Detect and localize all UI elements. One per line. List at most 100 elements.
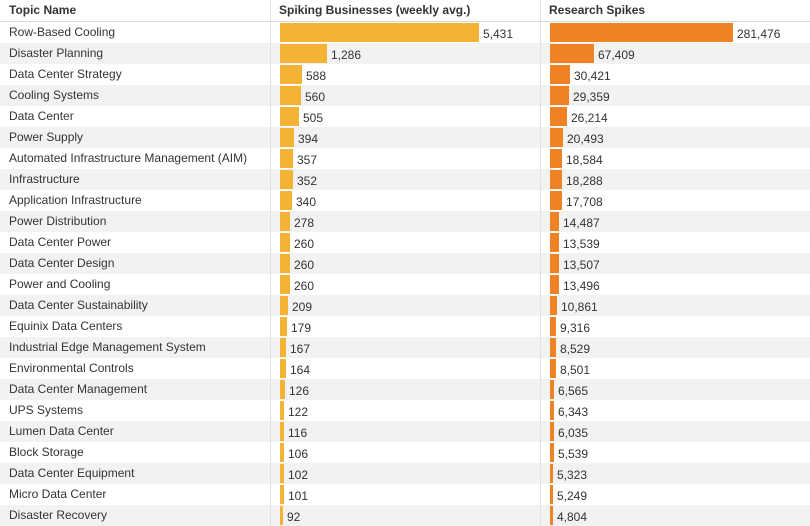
research-spikes-value: 6,565: [558, 384, 589, 398]
spiking-businesses-bar[interactable]: [280, 107, 299, 126]
spiking-businesses-bar[interactable]: [280, 212, 290, 231]
research-spikes-bar[interactable]: [550, 65, 570, 84]
research-spikes-value: 5,539: [558, 447, 589, 461]
research-spikes-value: 4,804: [557, 510, 588, 524]
research-spikes-bar[interactable]: [550, 506, 553, 525]
spiking-businesses-bar[interactable]: [280, 359, 286, 378]
table-row[interactable]: Automated Infrastructure Management (AIM…: [0, 148, 810, 169]
table-row[interactable]: Application Infrastructure 340 17,708: [0, 190, 810, 211]
spiking-businesses-value: 357: [297, 153, 318, 167]
research-spikes-bar[interactable]: [550, 296, 557, 315]
topic-name-label: Data Center Power: [9, 235, 112, 249]
table-row[interactable]: Data Center Strategy 588 30,421: [0, 64, 810, 85]
table-row[interactable]: Data Center 505 26,214: [0, 106, 810, 127]
research-spikes-value: 18,288: [566, 174, 603, 188]
spiking-businesses-bar[interactable]: [280, 485, 284, 504]
spiking-businesses-bar[interactable]: [280, 380, 285, 399]
topic-name-label: Power and Cooling: [9, 277, 111, 291]
research-spikes-bar[interactable]: [550, 443, 554, 462]
spiking-businesses-value: 164: [290, 363, 311, 377]
table-row[interactable]: Cooling Systems 560 29,359: [0, 85, 810, 106]
spiking-businesses-bar[interactable]: [280, 65, 302, 84]
topic-name-label: Lumen Data Center: [9, 424, 114, 438]
research-spikes-bar[interactable]: [550, 107, 567, 126]
header-spiking-businesses[interactable]: Spiking Businesses (weekly avg.): [279, 3, 471, 17]
spiking-businesses-bar[interactable]: [280, 422, 284, 441]
topic-name-label: Power Distribution: [9, 214, 107, 228]
topic-name-label: Disaster Planning: [9, 46, 104, 60]
table-row[interactable]: Equinix Data Centers 179 9,316: [0, 316, 810, 337]
spiking-businesses-bar[interactable]: [280, 170, 293, 189]
spiking-businesses-bar[interactable]: [280, 254, 290, 273]
research-spikes-bar[interactable]: [550, 23, 733, 42]
table-row[interactable]: UPS Systems 122 6,343: [0, 400, 810, 421]
spiking-businesses-value: 167: [290, 342, 311, 356]
spiking-businesses-bar[interactable]: [280, 149, 293, 168]
table-row[interactable]: Block Storage 106 5,539: [0, 442, 810, 463]
research-spikes-value: 8,501: [560, 363, 591, 377]
table-row[interactable]: Row-Based Cooling 5,431 281,476: [0, 22, 810, 43]
spiking-businesses-bar[interactable]: [280, 443, 284, 462]
research-spikes-bar[interactable]: [550, 464, 553, 483]
table-row[interactable]: Micro Data Center 101 5,249: [0, 484, 810, 505]
spiking-businesses-bar[interactable]: [280, 128, 294, 147]
research-spikes-bar[interactable]: [550, 359, 556, 378]
topic-name-label: Application Infrastructure: [9, 193, 142, 207]
column-divider: [540, 0, 541, 526]
research-spikes-bar[interactable]: [550, 380, 554, 399]
research-spikes-bar[interactable]: [550, 191, 562, 210]
table-row[interactable]: Disaster Planning 1,286 67,409: [0, 43, 810, 64]
table-row[interactable]: Data Center Management 126 6,565: [0, 379, 810, 400]
research-spikes-bar[interactable]: [550, 86, 569, 105]
table-row[interactable]: Power Supply 394 20,493: [0, 127, 810, 148]
table-row[interactable]: Data Center Design 260 13,507: [0, 253, 810, 274]
table-row[interactable]: Industrial Edge Management System 167 8,52…: [0, 337, 810, 358]
spiking-businesses-bar[interactable]: [280, 191, 292, 210]
research-spikes-bar[interactable]: [550, 233, 559, 252]
table-row[interactable]: Disaster Recovery 92 4,804: [0, 505, 810, 526]
spiking-businesses-value: 505: [303, 111, 324, 125]
table-row[interactable]: Power and Cooling 260 13,496: [0, 274, 810, 295]
spiking-businesses-bar[interactable]: [280, 23, 479, 42]
table-row[interactable]: Environmental Controls 164 8,501: [0, 358, 810, 379]
spiking-businesses-bar[interactable]: [280, 233, 290, 252]
table-row[interactable]: Infrastructure 352 18,288: [0, 169, 810, 190]
spiking-businesses-value: 126: [289, 384, 310, 398]
research-spikes-value: 67,409: [598, 48, 635, 62]
research-spikes-bar[interactable]: [550, 485, 553, 504]
table-row[interactable]: Data Center Sustainability 209 10,861: [0, 295, 810, 316]
spiking-businesses-bar[interactable]: [280, 86, 301, 105]
research-spikes-bar[interactable]: [550, 317, 556, 336]
research-spikes-value: 13,496: [563, 279, 600, 293]
research-spikes-bar[interactable]: [550, 422, 554, 441]
spiking-businesses-value: 394: [298, 132, 319, 146]
spiking-businesses-bar[interactable]: [280, 338, 286, 357]
research-spikes-bar[interactable]: [550, 254, 559, 273]
topic-name-label: Industrial Edge Management System: [9, 340, 206, 354]
research-spikes-bar[interactable]: [550, 170, 562, 189]
spiking-businesses-bar[interactable]: [280, 275, 290, 294]
research-spikes-bar[interactable]: [550, 44, 594, 63]
research-spikes-bar[interactable]: [550, 128, 563, 147]
header-research-spikes[interactable]: Research Spikes: [549, 3, 646, 17]
research-spikes-bar[interactable]: [550, 338, 556, 357]
table-row[interactable]: Lumen Data Center 116 6,035: [0, 421, 810, 442]
spiking-businesses-bar[interactable]: [280, 317, 287, 336]
topic-name-label: Power Supply: [9, 130, 84, 144]
table-row[interactable]: Data Center Equipment 102 5,323: [0, 463, 810, 484]
table-row[interactable]: Data Center Power 260 13,539: [0, 232, 810, 253]
spiking-businesses-bar[interactable]: [280, 506, 283, 525]
spiking-businesses-bar[interactable]: [280, 464, 284, 483]
topic-name-label: Infrastructure: [9, 172, 80, 186]
spiking-businesses-bar[interactable]: [280, 296, 288, 315]
table-row[interactable]: Power Distribution 278 14,487: [0, 211, 810, 232]
spiking-businesses-bar[interactable]: [280, 401, 284, 420]
header-topic-name[interactable]: Topic Name: [9, 3, 77, 17]
spiking-businesses-bar[interactable]: [280, 44, 327, 63]
research-spikes-bar[interactable]: [550, 275, 559, 294]
topic-name-label: Data Center Design: [9, 256, 115, 270]
spiking-businesses-value: 340: [296, 195, 317, 209]
research-spikes-bar[interactable]: [550, 401, 554, 420]
research-spikes-bar[interactable]: [550, 149, 562, 168]
research-spikes-bar[interactable]: [550, 212, 559, 231]
